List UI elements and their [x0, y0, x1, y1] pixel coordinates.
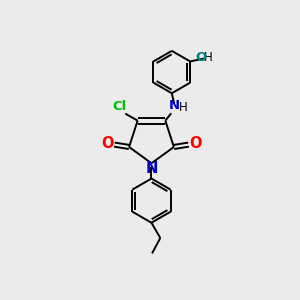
Text: O: O: [102, 136, 114, 151]
Text: N: N: [169, 99, 180, 112]
Text: Cl: Cl: [112, 100, 127, 113]
Text: H: H: [178, 101, 188, 115]
Text: N: N: [145, 161, 158, 176]
Text: H: H: [204, 50, 213, 64]
Text: O: O: [196, 50, 207, 64]
Text: O: O: [189, 136, 201, 151]
